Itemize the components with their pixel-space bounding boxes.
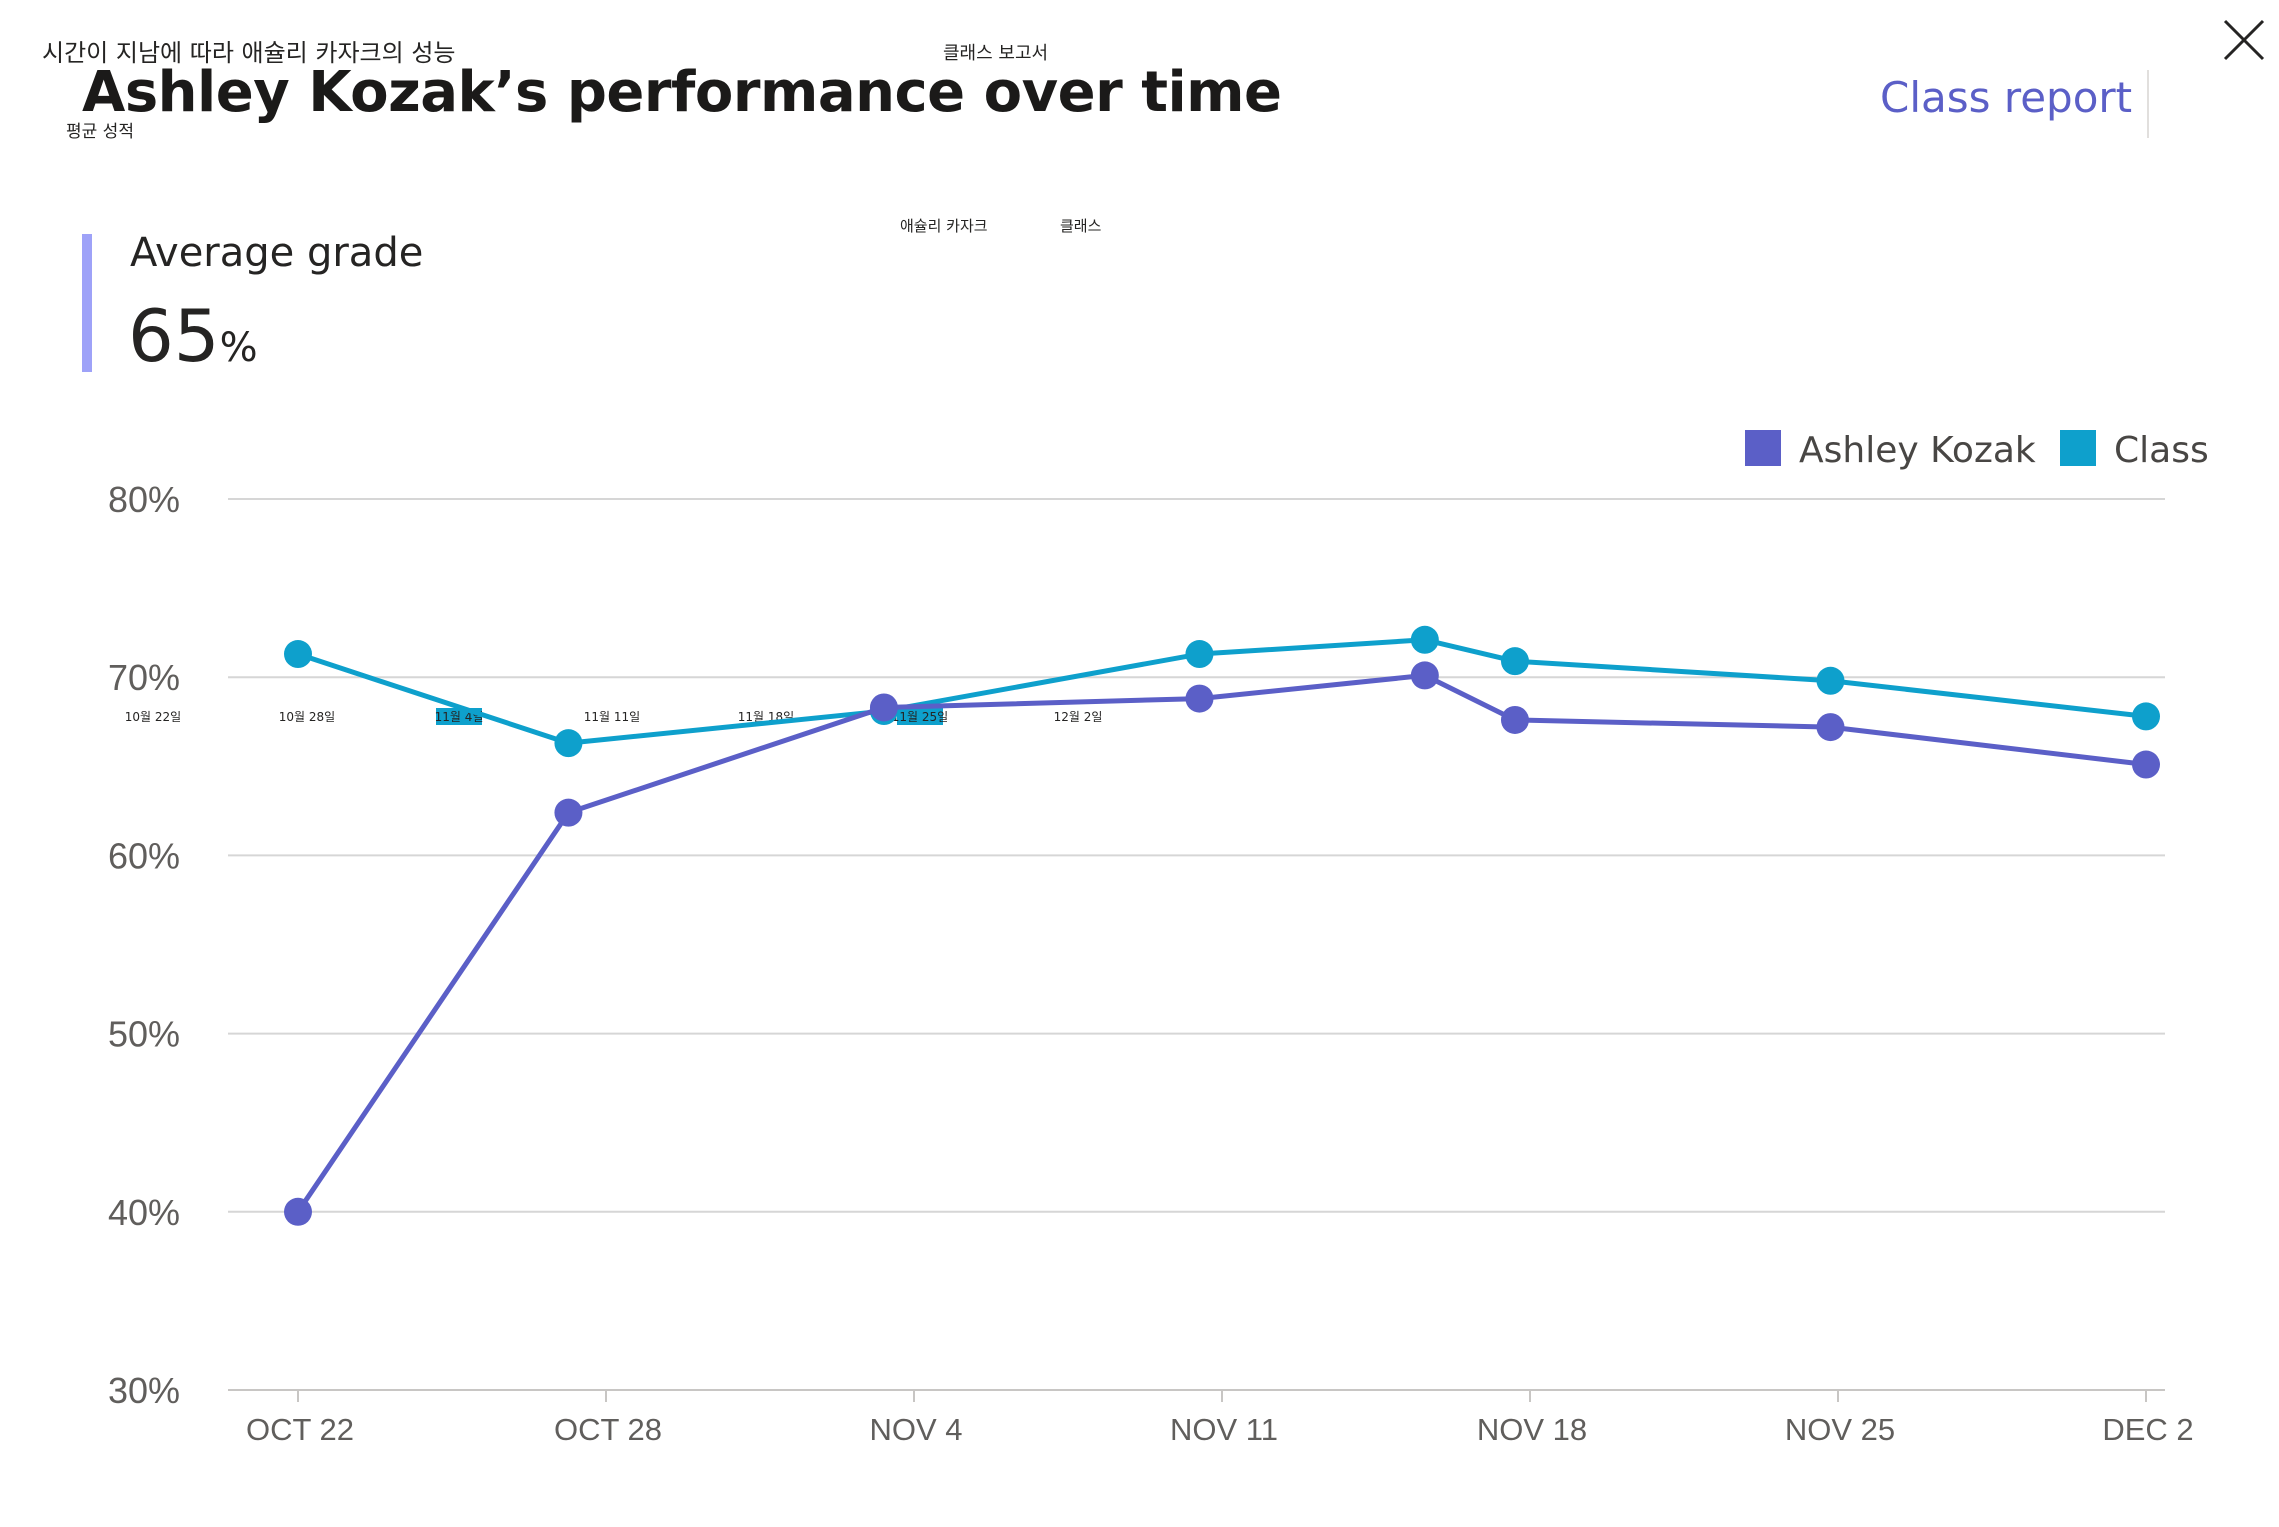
korean-average-grade: 평균 성적 [66,122,134,142]
data-point-series-1 [2132,702,2160,731]
korean-date-label: 11월 11일 [584,710,640,724]
y-tick-label: 60% [108,835,180,876]
average-grade-label: Average grade [130,230,424,276]
data-point-series-1 [284,640,312,669]
data-point-series-0 [1500,705,1529,734]
korean-date-label: 10월 28일 [279,710,335,724]
data-point-series-1 [1410,625,1439,654]
data-point-series-1 [1816,666,1845,695]
series-line-0 [295,672,2147,1214]
y-tick-label: 50% [108,1014,180,1055]
data-point-series-0 [869,693,898,722]
korean-title: 시간이 지남에 따라 애슐리 카자크의 성능 [42,39,456,67]
data-point-series-1 [554,729,583,758]
korean-date-label: 11월 25일 [892,710,948,724]
close-button[interactable] [2222,18,2266,62]
korean-date-label: 12월 2일 [1054,710,1103,724]
legend-label: Class [2114,430,2209,471]
y-tick-label: 80% [108,479,180,520]
close-icon [2223,19,2265,61]
data-point-series-0 [1410,661,1439,690]
data-point-series-0 [2132,750,2160,779]
x-tick-label: NOV 4 [869,1412,962,1447]
average-grade-unit: % [219,325,258,371]
data-point-series-0 [284,1197,312,1226]
x-tick-label: DEC 2 [2102,1412,2193,1447]
x-tick-label: OCT 28 [554,1412,662,1447]
y-tick-label: 30% [108,1370,180,1411]
korean-date-label: 10월 22일 [125,710,181,724]
average-grade-number: 65 [128,294,220,378]
page-title: Ashley Kozak’s performance over time [82,60,1282,125]
y-tick-label: 70% [108,657,180,698]
y-tick-label: 40% [108,1192,180,1233]
legend-label: Ashley Kozak [1799,430,2036,471]
average-grade-value: 65% [128,300,258,372]
data-point-series-0 [1816,713,1845,742]
x-tick-label: OCT 22 [246,1412,354,1447]
data-point-series-1 [1185,640,1214,669]
header-divider [2147,70,2149,138]
x-tick-label: NOV 18 [1477,1412,1587,1447]
data-point-series-0 [1185,684,1214,713]
x-tick-label: NOV 11 [1170,1412,1278,1447]
data-point-series-1 [1500,647,1529,676]
korean-legend-class: 클래스 [1060,217,1102,235]
korean-legend-student: 애슐리 카자크 [900,217,988,235]
x-tick-label: NOV 25 [1785,1412,1895,1447]
korean-date-highlight [897,708,943,725]
series-line-1 [297,637,2147,746]
class-report-link[interactable]: Class report [1880,73,2133,122]
data-point-series-0 [554,798,583,827]
average-accent-bar [82,234,92,372]
legend-swatch [2060,430,2096,466]
korean-class-report: 클래스 보고서 [943,43,1049,64]
legend-swatch [1745,430,1781,466]
